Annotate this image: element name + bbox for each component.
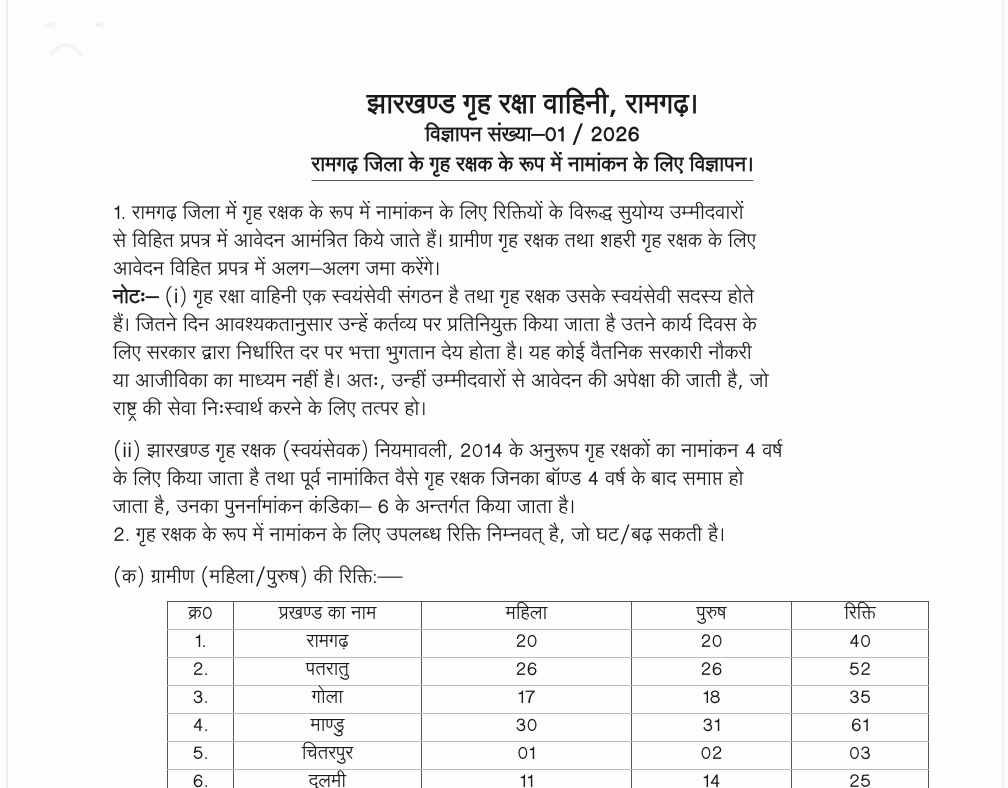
svg-text:m1: m1 bbox=[46, 22, 55, 29]
svg-text:●3: ●3 bbox=[96, 22, 104, 29]
